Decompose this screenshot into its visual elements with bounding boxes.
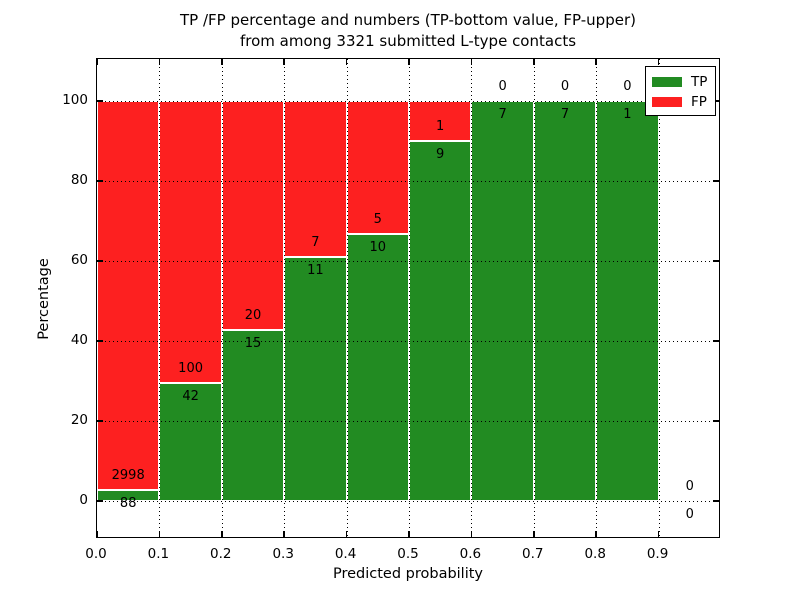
x-gridline (284, 59, 286, 537)
tp-count-label: 11 (307, 262, 324, 278)
fp-count-label: 0 (498, 79, 507, 94)
fp-count-label: 1 (436, 119, 445, 134)
x-tick (96, 59, 98, 65)
tp-bar-segment (159, 382, 222, 501)
tp-count-label: 10 (369, 240, 387, 256)
tp-count-label: 88 (119, 495, 137, 511)
tp-bar-segment (346, 234, 409, 501)
tp-count-label: 1 (623, 107, 632, 122)
fp-count-label: 5 (373, 212, 382, 228)
x-gridline (159, 59, 161, 537)
y-tick-label: 80 (70, 172, 88, 188)
x-tick-label: 0.6 (459, 546, 482, 562)
fp-legend-swatch-icon (652, 97, 682, 107)
tp-bar-segment (596, 101, 659, 501)
tp-bar-segment (284, 256, 347, 501)
tp-count-label: 42 (182, 388, 199, 404)
tp-count-label: 0 (685, 507, 694, 522)
chart-title-line1: TP /FP percentage and numbers (TP-bottom… (180, 11, 636, 29)
tp-bar-segment (221, 329, 285, 501)
tp-count-label: 7 (498, 107, 507, 122)
fp-bar-segment (221, 101, 285, 330)
fp-count-label: 0 (560, 79, 570, 94)
y-gridline (97, 101, 719, 102)
x-gridline (409, 59, 410, 537)
x-tick-label: 0.9 (646, 546, 669, 562)
y-tick-label: 0 (79, 492, 88, 508)
chart-title: TP /FP percentage and numbers (TP-bottom… (88, 10, 728, 52)
y-gridline (97, 261, 719, 262)
x-gridline (221, 59, 223, 537)
x-tick-label: 0.0 (85, 546, 107, 562)
x-gridline (471, 59, 473, 537)
y-axis-label: Percentage (36, 258, 52, 340)
x-tick-label: 0.3 (272, 546, 294, 562)
legend: TP FP (645, 66, 716, 116)
legend-item-fp: FP (652, 92, 715, 112)
y-gridline (97, 501, 719, 502)
x-tick-label: 0.8 (584, 546, 606, 562)
y-gridline (97, 181, 719, 182)
legend-label-fp: FP (691, 94, 707, 110)
tp-count-label: 7 (560, 107, 570, 122)
x-tick-label: 0.1 (147, 546, 170, 562)
x-tick-label: 0.7 (522, 546, 544, 562)
fp-count-label: 2998 (111, 467, 145, 483)
tp-count-label: 9 (436, 147, 445, 162)
legend-label-tp: TP (691, 74, 708, 90)
plot-area: 2998 88 100 42 20 15 7 11 5 10 1 9 0 7 0 7 0 1 0 0 (96, 58, 720, 538)
y-gridline (97, 421, 719, 422)
y-gridline (97, 341, 719, 342)
tp-bar-segment (533, 101, 597, 501)
tp-bar-segment (97, 489, 160, 501)
legend-item-tp: TP (652, 72, 715, 92)
x-axis-label: Predicted probability (332, 566, 484, 582)
fp-count-label: 0 (685, 479, 694, 494)
fp-bar-segment (409, 101, 472, 141)
x-gridline (533, 59, 535, 537)
x-gridline (658, 59, 660, 537)
x-gridline (596, 59, 598, 537)
y-tick-label: 20 (70, 412, 88, 428)
fp-count-label: 7 (311, 234, 320, 250)
tp-bar-segment (409, 141, 472, 501)
y-tick-label: 100 (62, 92, 88, 108)
y-tick-label: 40 (70, 332, 88, 348)
x-tick-label: 0.5 (397, 546, 419, 562)
fp-count-label: 100 (178, 360, 203, 376)
tp-count-label: 15 (244, 335, 262, 351)
x-gridline (346, 59, 348, 537)
x-tick-label: 0.2 (210, 546, 232, 562)
fp-count-label: 20 (244, 307, 262, 323)
fp-count-label: 0 (623, 79, 632, 94)
chart-title-line2: from among 3321 submitted L-type contact… (239, 32, 577, 50)
fp-bar-segment (284, 101, 347, 257)
y-tick-label: 60 (70, 252, 88, 268)
tp-bar-segment (471, 101, 534, 501)
tp-legend-swatch-icon (652, 77, 682, 87)
x-tick-label: 0.4 (334, 546, 357, 562)
fp-bar-segment (97, 101, 160, 490)
x-tick (96, 531, 98, 537)
